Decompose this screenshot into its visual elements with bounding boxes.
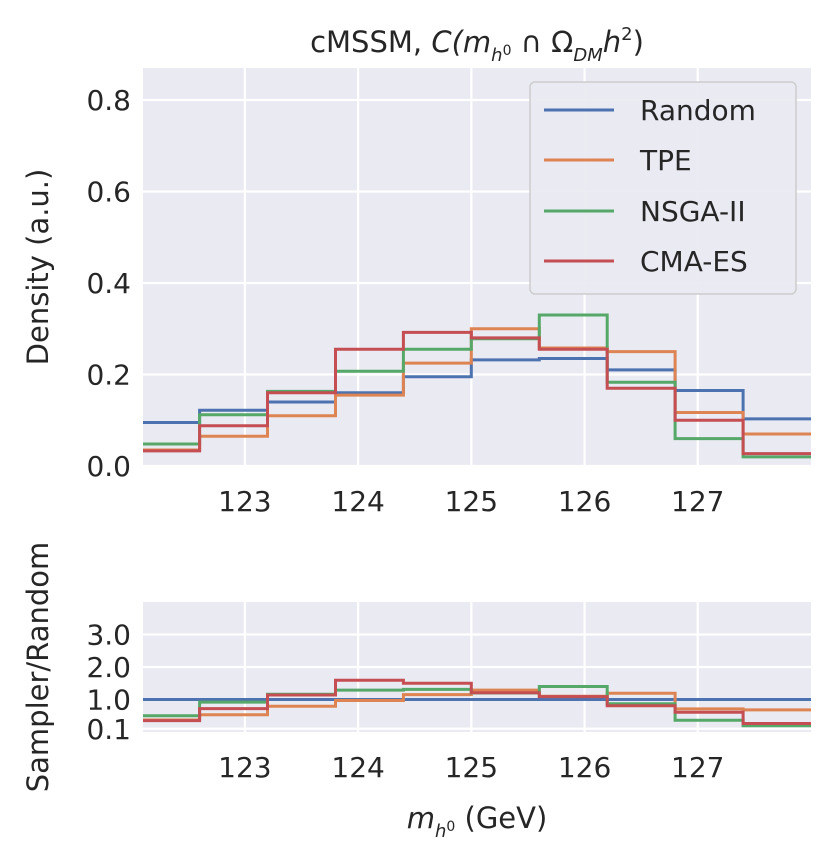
ytick-label-0-1: 0.1 bbox=[86, 713, 131, 746]
xtick-label-124: 124 bbox=[331, 485, 384, 518]
xtick-label-123: 123 bbox=[218, 751, 271, 784]
bottom-series-group bbox=[143, 678, 811, 728]
top-panel: 0.0 0.2 0.4 0.6 0.8 123 124 125 126 127 Density … bbox=[21, 68, 811, 518]
series-line-cma-es bbox=[143, 678, 811, 725]
top-series-group bbox=[143, 313, 811, 459]
xtick-label-126: 126 bbox=[558, 751, 611, 784]
legend-label-nsga-ii: NSGA-II bbox=[640, 195, 746, 228]
legend: Random TPE NSGA-II CMA-ES bbox=[529, 81, 797, 295]
ytick-label-0-0: 0.0 bbox=[86, 450, 131, 483]
bottom-panel: 0.11.02.03.0 123 124 125 126 127 Sampler/Ran… bbox=[21, 542, 811, 842]
ytick-label-0-6: 0.6 bbox=[86, 176, 131, 209]
legend-label-random: Random bbox=[640, 94, 756, 127]
legend-label-tpe: TPE bbox=[639, 144, 692, 177]
ytick-label-0-4: 0.4 bbox=[86, 267, 131, 300]
ytick-label-0-8: 0.8 bbox=[86, 84, 131, 117]
xtick-label-126: 126 bbox=[558, 485, 611, 518]
bottom-xtick-labels: 123 124 125 126 127 bbox=[218, 751, 724, 784]
series-line-cma-es bbox=[143, 330, 811, 456]
legend-label-cma-es: CMA-ES bbox=[640, 245, 748, 278]
ytick-label-2-0: 2.0 bbox=[86, 651, 131, 684]
legend-item-cma-es: CMA-ES bbox=[544, 245, 748, 278]
top-xtick-labels: 123 124 125 126 127 bbox=[218, 485, 724, 518]
top-ylabel: Density (a.u.) bbox=[21, 169, 55, 366]
ytick-label-3-0: 3.0 bbox=[86, 619, 131, 652]
xtick-label-124: 124 bbox=[331, 751, 384, 784]
xtick-label-125: 125 bbox=[445, 751, 498, 784]
xtick-label-127: 127 bbox=[671, 485, 724, 518]
bottom-ytick-labels: 0.11.02.03.0 bbox=[86, 619, 131, 746]
bottom-ylabel: Sampler/Random bbox=[21, 542, 55, 793]
xtick-label-123: 123 bbox=[218, 485, 271, 518]
top-ytick-labels: 0.0 0.2 0.4 0.6 0.8 bbox=[86, 84, 131, 483]
ytick-label-1-0: 1.0 bbox=[86, 684, 131, 717]
ytick-label-0-2: 0.2 bbox=[86, 359, 131, 392]
legend-item-nsga-ii: NSGA-II bbox=[544, 195, 746, 228]
legend-box bbox=[529, 81, 797, 295]
legend-item-random: Random bbox=[544, 94, 756, 127]
xtick-label-127: 127 bbox=[671, 751, 724, 784]
xtick-label-125: 125 bbox=[445, 485, 498, 518]
bottom-xlabel: mh0 (GeV) bbox=[407, 801, 548, 842]
legend-item-tpe: TPE bbox=[544, 144, 692, 177]
chart-title: cMSSM, C(mh0 ∩ ΩDMh2) bbox=[310, 24, 644, 66]
